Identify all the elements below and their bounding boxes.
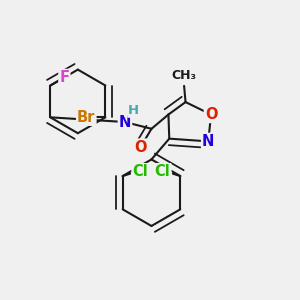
Text: O: O (134, 140, 147, 154)
Text: N: N (202, 134, 214, 149)
Text: CH₃: CH₃ (172, 69, 197, 82)
Text: Cl: Cl (155, 164, 170, 179)
Text: N: N (119, 115, 131, 130)
Text: Cl: Cl (132, 164, 148, 179)
Text: Br: Br (77, 110, 95, 125)
Text: H: H (128, 104, 140, 117)
Text: O: O (205, 107, 217, 122)
Text: F: F (59, 70, 69, 85)
